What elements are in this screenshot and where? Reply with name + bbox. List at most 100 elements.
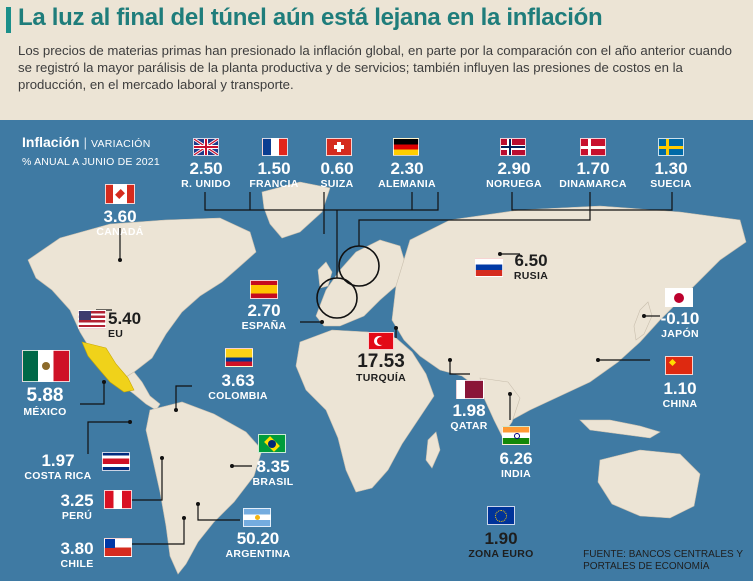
colombia-flag-icon [225,348,253,367]
name-peru: PERÚ [61,510,93,522]
name-uk: R. UNIDO [181,178,231,190]
label-colombia: 3.63 COLOMBIA [200,371,276,403]
south-america-shape [145,401,263,575]
india-flag-icon [502,426,530,445]
label-norway: 2.90 NORUEGA [482,160,546,191]
name-argentina: ARGENTINA [225,548,291,560]
label-switzerland: 0.60 SUIZA [312,160,362,191]
germany-flag-icon [393,138,419,156]
name-china: CHINA [662,398,698,410]
label-usa: 5.40 EU [108,309,154,341]
label-chile: 3.80 CHILE [52,540,102,571]
value-india: 6.26 [499,449,533,468]
label-india: 6.26 INDIA [490,449,542,481]
connector-argentina [197,504,240,521]
dot-chile [182,516,186,520]
header: La luz al final del túnel aún está lejan… [0,0,753,120]
value-japan: -0.10 [660,309,700,328]
label-costarica: 1.97 COSTA RICA [20,451,96,483]
japan-shape [633,301,653,341]
peru-flag-icon [104,490,132,509]
intro-text: Los precios de materias primas han presi… [18,43,733,92]
name-france: FRANCIA [249,178,299,190]
value-qatar: 1.98 [452,401,486,420]
europe-shape [315,239,407,327]
north-america-shape [27,217,257,383]
label-peru: 3.25 PERÚ [52,492,102,523]
dot-peru [160,456,164,460]
value-france: 1.50 [257,159,291,178]
name-russia: RUSIA [513,270,549,282]
costarica-flag-icon [102,452,130,471]
dot-japan [642,314,646,318]
value-canada: 3.60 [103,207,137,226]
value-brazil: 8.35 [256,457,290,476]
source-line-1: FUENTE: BANCOS CENTRALES Y [583,549,743,560]
label-eurozone: 1.90 ZONA EURO [464,529,538,561]
chile-flag-icon [104,538,132,557]
value-denmark: 1.70 [576,159,610,178]
value-usa: 5.40 [108,309,142,328]
value-china: 1.10 [663,379,697,398]
label-france: 1.50 FRANCIA [245,159,303,191]
name-chile: CHILE [60,558,94,570]
value-costarica: 1.97 [41,451,75,470]
name-turkey: TURQUÍA [356,372,406,384]
label-denmark: 1.70 DINAMARCA [554,159,632,191]
madagascar-shape [425,431,441,469]
turkey-flag-icon [368,332,394,350]
world-map: Inflación | VARIACIÓN % ANUAL A JUNIO DE 2… [0,120,753,581]
dot-china [596,358,600,362]
title-accent-bar [6,7,11,33]
dot-argentina [196,502,200,506]
name-eurozone: ZONA EURO [468,548,534,560]
uk-flag-icon [193,138,219,156]
spain-flag-icon [250,280,278,299]
label-argentina: 50.20 ARGENTINA [220,529,296,561]
dot-turkey [394,326,398,330]
name-sweden: SUECIA [650,178,692,190]
dot-costarica [128,420,132,424]
label-uk: 2.50 R. UNIDO [178,159,234,191]
indonesia-shape [579,419,661,439]
subtitle-period: % ANUAL A JUNIO DE 2021 [22,156,160,168]
mexico-shape [81,341,135,393]
dot-russia [498,252,502,256]
label-qatar: 1.98 QATAR [444,401,494,433]
name-india: INDIA [500,468,532,480]
value-russia: 6.50 [514,251,548,270]
connector-nordic [358,192,673,246]
name-norway: NORUEGA [486,178,542,190]
map-subtitle: Inflación | VARIACIÓN % ANUAL A JUNIO DE 2… [22,134,160,168]
name-qatar: QATAR [450,420,488,432]
usa-flag-icon [78,310,106,329]
france-flag-icon [262,138,288,156]
value-sweden: 1.30 [654,159,688,178]
connector-mexico [80,382,105,405]
value-spain: 2.70 [247,301,281,320]
connector-peru [132,458,163,501]
value-germany: 2.30 [390,159,424,178]
switzerland-flag-icon [326,138,352,156]
value-uk: 2.50 [189,159,223,178]
source-note: FUENTE: BANCOS CENTRALES Y PORTALES DE E… [583,549,743,573]
canada-flag-icon [105,184,135,204]
label-japan: -0.10 JAPÓN [652,309,708,341]
denmark-flag-icon [580,138,606,156]
argentina-flag-icon [243,508,271,527]
name-canada: CANADÁ [96,226,144,238]
name-brazil: BRASIL [252,476,294,488]
connector-colombia [175,385,192,410]
label-mexico: 5.88 MÉXICO [14,386,76,419]
japan-flag-icon [665,288,693,307]
value-eurozone: 1.90 [484,529,518,548]
dot-mexico [102,380,106,384]
value-colombia: 3.63 [221,371,255,390]
dot-spain [320,320,324,324]
name-colombia: COLOMBIA [208,390,268,402]
connector-costarica [87,421,130,454]
name-germany: ALEMANIA [378,178,436,190]
value-argentina: 50.20 [236,529,280,548]
connector-chile [130,518,185,545]
mexico-flag-icon [22,350,70,382]
